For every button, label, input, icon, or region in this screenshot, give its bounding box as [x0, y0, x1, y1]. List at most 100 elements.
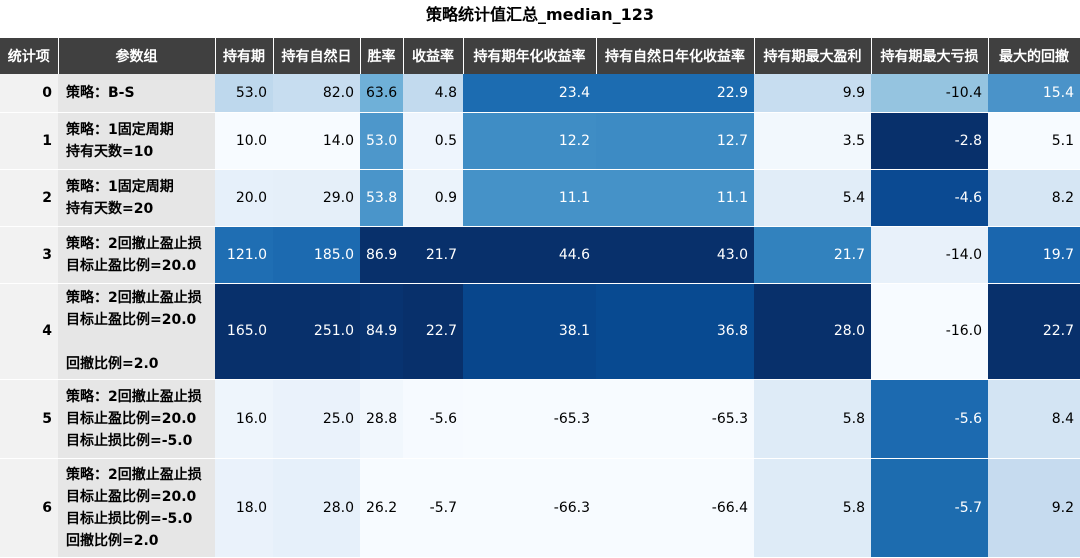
param-group-line: 目标止盈比例=20.0	[66, 312, 197, 328]
value-cell: 8.2	[988, 169, 1080, 227]
value-cell: 44.6	[463, 226, 596, 284]
value-cell: 22.9	[596, 74, 754, 113]
column-header: 持有自然日	[273, 38, 361, 74]
value-cell: 53.0	[215, 74, 273, 113]
value-cell: -65.3	[463, 379, 596, 459]
value-cell: 16.0	[215, 379, 273, 459]
param-group-cell: 策略：2回撤止盈止损 目标止盈比例=20.0 目标止损比例=-5.0	[58, 379, 215, 459]
row-index: 1	[0, 112, 58, 170]
table-body: 0 策略：B-S 53.0 82.0 63.6 4.8 23.4 22.9 9.9 -10.4 15…	[0, 74, 1080, 558]
value-cell: 10.0	[215, 112, 273, 170]
row-index: 0	[0, 74, 58, 113]
value-cell: 15.4	[988, 74, 1080, 113]
value-cell: 53.8	[360, 169, 403, 227]
param-group-line: 策略：2回撤止盈止损	[66, 466, 202, 483]
value-cell: 4.8	[403, 74, 463, 113]
value-cell: 26.2	[360, 458, 403, 558]
table-row: 1 策略：1固定周期 持有天数=10 10.0 14.0 53.0 0.5 12.2 12.7 3…	[0, 112, 1080, 170]
value-cell: 22.7	[988, 283, 1080, 380]
value-cell: -66.3	[463, 458, 596, 558]
row-index: 2	[0, 169, 58, 227]
param-group-line: 策略：B-S	[66, 84, 135, 101]
value-cell: -2.8	[871, 112, 988, 170]
value-cell: 9.2	[988, 458, 1080, 558]
value-cell: -5.6	[403, 379, 463, 459]
value-cell: 8.4	[988, 379, 1080, 459]
value-cell: 21.7	[403, 226, 463, 284]
value-cell: 9.9	[754, 74, 871, 113]
column-header: 收益率	[403, 38, 464, 74]
row-index: 4	[0, 283, 58, 380]
table-title: 策略统计值汇总_median_123	[425, 5, 655, 24]
row-index: 5	[0, 379, 58, 459]
column-header: 持有自然日年化收益率	[596, 38, 755, 74]
value-cell: 12.7	[596, 112, 754, 170]
value-cell: 36.8	[596, 283, 754, 380]
row-index: 3	[0, 226, 58, 284]
value-cell: 18.0	[215, 458, 273, 558]
param-group-line: 回撤比例=2.0	[66, 356, 159, 372]
param-group-cell: 策略：2回撤止盈止损 目标止盈比例=20.0 目标止损比例=-5.0 回撤比例=2.0	[58, 458, 215, 558]
value-cell: 5.4	[754, 169, 871, 227]
value-cell: 28.8	[360, 379, 403, 459]
value-cell: 53.0	[360, 112, 403, 170]
param-group-line: 目标止盈比例=20.0	[66, 488, 197, 505]
value-cell: -66.4	[596, 458, 754, 558]
value-cell: 14.0	[273, 112, 360, 170]
column-header: 最大的回撤	[988, 38, 1080, 74]
value-cell: 19.7	[988, 226, 1080, 284]
value-cell: 185.0	[273, 226, 360, 284]
value-cell: 5.1	[988, 112, 1080, 170]
header-row: 统计项 参数组 持有期 持有自然日 胜率 收益率 持有期年化收益率 持有自然日年化收益率 持有期…	[0, 38, 1080, 74]
column-header: 统计项	[0, 38, 59, 74]
param-group-line: 目标止盈比例=20.0	[66, 257, 197, 274]
param-group-line: 持有天数=10	[66, 143, 154, 160]
table-row: 4 策略：2回撤止盈止损 目标止盈比例=20.0 回撤比例=2.0 165.0 251.0…	[0, 283, 1080, 380]
value-cell: 28.0	[754, 283, 871, 380]
value-cell: 28.0	[273, 458, 360, 558]
table-row: 2 策略：1固定周期 持有天数=20 20.0 29.0 53.8 0.9 11.1 11.1 5…	[0, 169, 1080, 227]
value-cell: 5.8	[754, 379, 871, 459]
value-cell: 20.0	[215, 169, 273, 227]
value-cell: 25.0	[273, 379, 360, 459]
value-cell: 43.0	[596, 226, 754, 284]
value-cell: 86.9	[360, 226, 403, 284]
value-cell: 165.0	[215, 283, 273, 380]
value-cell: 84.9	[360, 283, 403, 380]
column-header: 持有期最大盈利	[754, 38, 872, 74]
param-group-line	[66, 331, 209, 353]
value-cell: -5.6	[871, 379, 988, 459]
value-cell: 38.1	[463, 283, 596, 380]
param-group-cell: 策略：1固定周期 持有天数=20	[58, 169, 215, 227]
value-cell: 121.0	[215, 226, 273, 284]
row-index: 6	[0, 458, 58, 558]
value-cell: 22.7	[403, 283, 463, 380]
value-cell: -16.0	[871, 283, 988, 380]
value-cell: -14.0	[871, 226, 988, 284]
value-cell: 12.2	[463, 112, 596, 170]
value-cell: 11.1	[596, 169, 754, 227]
table-row: 6 策略：2回撤止盈止损 目标止盈比例=20.0 目标止损比例=-5.0 回撤比例=2.…	[0, 458, 1080, 558]
value-cell: -5.7	[871, 458, 988, 558]
param-group-line: 持有天数=20	[66, 200, 154, 217]
param-group-line: 目标止盈比例=20.0	[66, 410, 197, 427]
value-cell: 29.0	[273, 169, 360, 227]
param-group-cell: 策略：2回撤止盈止损 目标止盈比例=20.0	[58, 226, 215, 284]
param-group-line: 回撤比例=2.0	[66, 532, 159, 549]
stats-table: 统计项 参数组 持有期 持有自然日 胜率 收益率 持有期年化收益率 持有自然日年化收益率 持有期…	[0, 38, 1080, 558]
param-group-cell: 策略：B-S	[58, 74, 215, 113]
value-cell: -65.3	[596, 379, 754, 459]
value-cell: -5.7	[403, 458, 463, 558]
value-cell: 0.9	[403, 169, 463, 227]
value-cell: 3.5	[754, 112, 871, 170]
column-header: 持有期年化收益率	[463, 38, 597, 74]
param-group-line: 策略：2回撤止盈止损	[66, 388, 202, 405]
param-group-line: 目标止损比例=-5.0	[66, 510, 193, 527]
value-cell: 251.0	[273, 283, 360, 380]
table-row: 5 策略：2回撤止盈止损 目标止盈比例=20.0 目标止损比例=-5.0 16.0 25.…	[0, 379, 1080, 459]
param-group-cell: 策略：1固定周期 持有天数=10	[58, 112, 215, 170]
value-cell: 21.7	[754, 226, 871, 284]
value-cell: 0.5	[403, 112, 463, 170]
table-row: 3 策略：2回撤止盈止损 目标止盈比例=20.0 121.0 185.0 86.9 21.7…	[0, 226, 1080, 284]
value-cell: -4.6	[871, 169, 988, 227]
